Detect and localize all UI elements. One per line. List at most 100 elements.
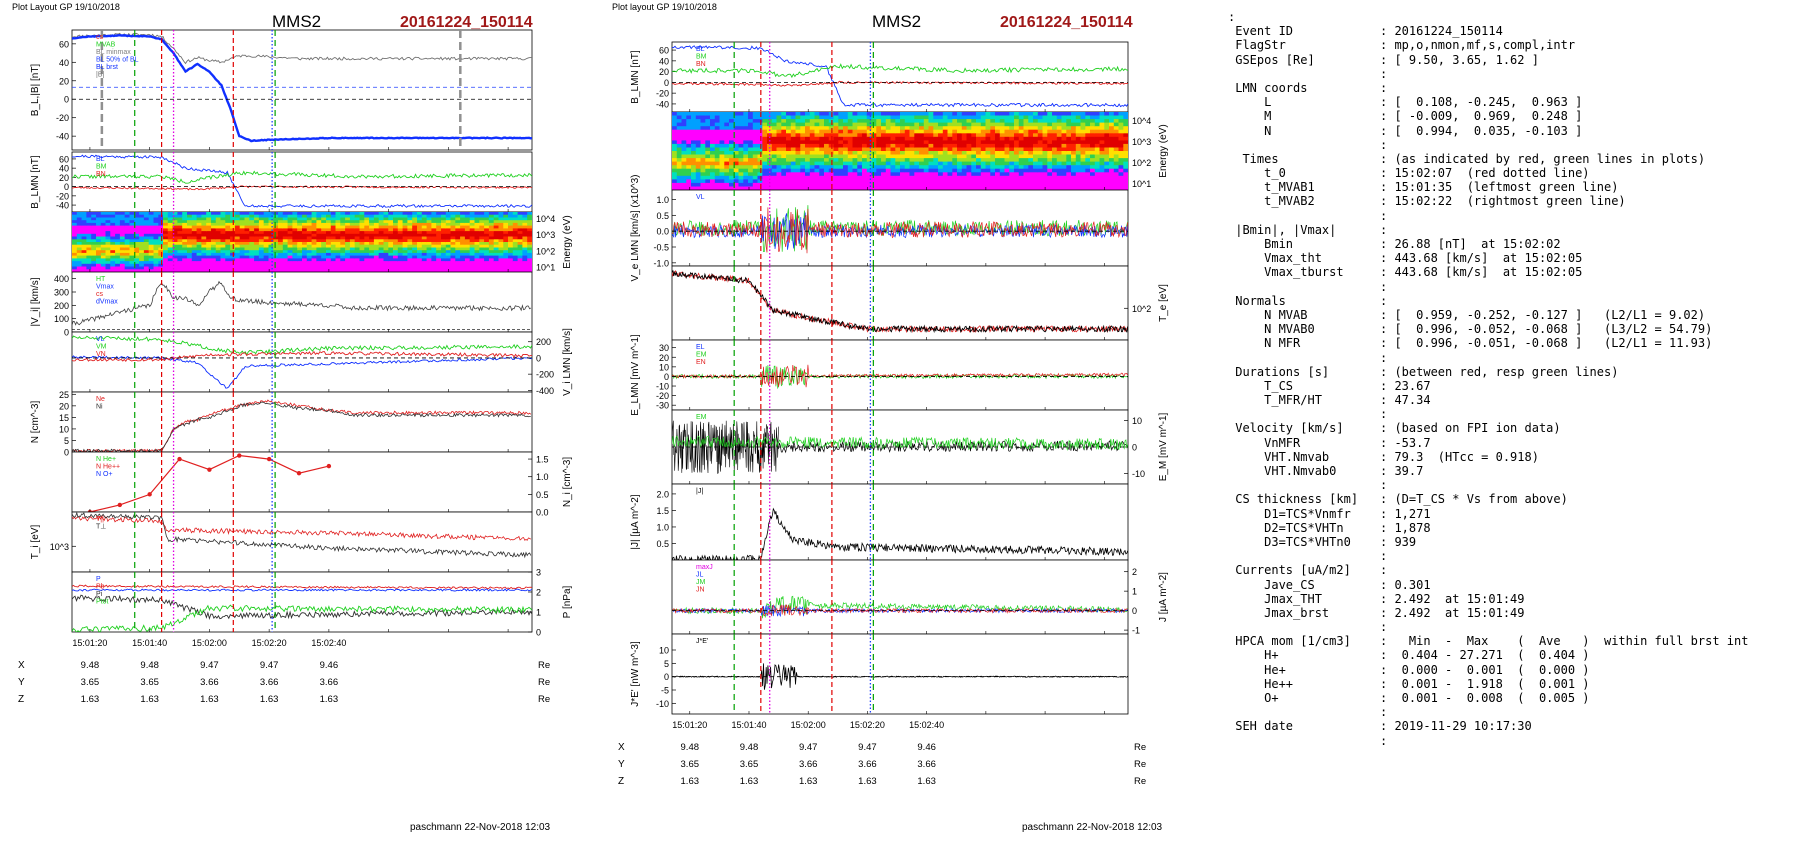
spectrogram-cell — [776, 168, 782, 173]
spectrogram-cell — [335, 231, 341, 235]
spectrogram-cell — [503, 233, 509, 238]
data-series-line — [72, 32, 532, 65]
spectrogram-cell — [1037, 165, 1044, 170]
ephemeris-value: 3.66 — [320, 677, 339, 688]
spectrogram-cell — [364, 255, 370, 259]
spectrogram-cell — [182, 252, 188, 257]
spectrogram-cell — [110, 220, 116, 224]
spectrogram-cell — [201, 220, 207, 224]
spectrogram-cell — [292, 263, 298, 268]
spectrogram-cell — [158, 217, 164, 221]
spectrogram-cell — [904, 119, 911, 124]
spectrogram-cell — [182, 236, 188, 240]
spectrogram-cell — [809, 158, 816, 163]
spectrogram-cell — [1104, 151, 1110, 156]
spectrogram-cell — [378, 261, 385, 265]
spectrogram-cell — [847, 129, 854, 134]
spectrogram-cell — [695, 133, 702, 138]
spectrogram-cell — [847, 158, 854, 163]
spectrogram-cell — [909, 165, 915, 170]
spectrogram-cell — [139, 258, 145, 262]
spectrogram-cell — [976, 140, 982, 145]
spectrogram-cell — [866, 147, 873, 152]
spectrogram-cell — [503, 217, 509, 221]
spectrogram-cell — [215, 261, 222, 265]
spectrogram-cell — [139, 228, 145, 232]
spectrogram-cell — [105, 252, 111, 257]
spectrogram-cell — [153, 269, 159, 272]
spectrogram-cell — [719, 147, 725, 152]
spectrogram-cell — [397, 263, 404, 268]
spectrogram-cell — [91, 242, 97, 246]
spectrogram-cell — [705, 119, 711, 124]
spectrogram-cell — [1009, 172, 1015, 177]
spectrogram-cell — [923, 129, 930, 134]
spectrogram-cell — [479, 220, 485, 224]
spectrogram-cell — [364, 236, 370, 240]
spectrogram-cell — [282, 220, 289, 224]
spectrogram-cell — [862, 126, 868, 131]
y-tick-label: 10^1 — [536, 263, 555, 273]
spectrogram-cell — [158, 252, 164, 257]
spectrogram-cell — [91, 233, 97, 238]
ephemeris-label: X — [618, 742, 625, 753]
spectrogram-cell — [354, 239, 361, 243]
spectrogram-cell — [215, 212, 222, 216]
spectrogram-cell — [493, 255, 500, 259]
spectrogram-cell — [862, 165, 868, 170]
spectrogram-cell — [139, 239, 145, 243]
spectrogram-cell — [919, 158, 925, 163]
y-tick-label: -20 — [56, 113, 69, 123]
spectrogram-cell — [752, 143, 759, 148]
spectrogram-cell — [441, 228, 447, 232]
data-point — [147, 492, 152, 497]
spectrogram-cell — [431, 239, 437, 243]
spectrogram-cell — [484, 233, 490, 238]
spectrogram-cell — [819, 168, 825, 173]
spectrogram-cell — [985, 115, 991, 120]
spectrogram-cell — [115, 269, 121, 272]
spectrogram-cell — [1085, 172, 1091, 177]
spectrogram-cell — [96, 269, 102, 272]
spectrogram-cell — [182, 212, 188, 216]
panel-content — [672, 340, 1128, 410]
spectrogram-cell — [417, 217, 423, 221]
spectrogram-cell — [474, 269, 480, 272]
panel-frame — [71, 331, 533, 393]
spectrogram-cell — [800, 165, 806, 170]
spectrogram-cell — [733, 179, 740, 184]
y-axis-label-right: J [µA m^-2] — [1158, 572, 1169, 622]
spectrogram-cell — [498, 261, 504, 265]
spectrogram-cell — [158, 269, 164, 272]
spectrogram-cell — [335, 250, 341, 254]
spectrogram-cell — [847, 165, 854, 170]
spectrogram-cell — [119, 212, 126, 216]
spectrogram-cell — [527, 266, 532, 270]
info-value: : 443.68 [km/s] at 15:02:05 — [1380, 265, 1583, 280]
spectrogram-cell — [426, 225, 432, 229]
spectrogram-cell — [431, 233, 437, 238]
spectrogram-cell — [321, 250, 327, 254]
spectrogram-cell — [710, 161, 716, 166]
info-key: Times — [1228, 151, 1279, 166]
spectrogram-cell — [885, 136, 892, 141]
spectrogram-cell — [441, 269, 447, 272]
spectrogram-cell — [938, 165, 944, 170]
spectrogram-cell — [278, 236, 284, 240]
spectrogram-cell — [928, 126, 934, 131]
spectrogram-cell — [349, 263, 356, 268]
spectrogram-cell — [1052, 154, 1058, 159]
spectrogram-cell — [1123, 143, 1128, 148]
spectrogram-cell — [249, 258, 255, 262]
spectrogram-cell — [1056, 175, 1063, 180]
spectrogram-cell — [187, 231, 193, 235]
spectrogram-cell — [86, 263, 92, 268]
spectrogram-cell — [1113, 179, 1120, 184]
spectrogram-cell — [800, 133, 806, 138]
spectrogram-cell — [838, 115, 844, 120]
spectrogram-cell — [847, 115, 854, 120]
spectrogram-cell — [143, 233, 150, 238]
spectrogram-cell — [1109, 186, 1115, 190]
spectrogram-cell — [311, 217, 317, 221]
spectrogram-cell — [1052, 158, 1058, 163]
